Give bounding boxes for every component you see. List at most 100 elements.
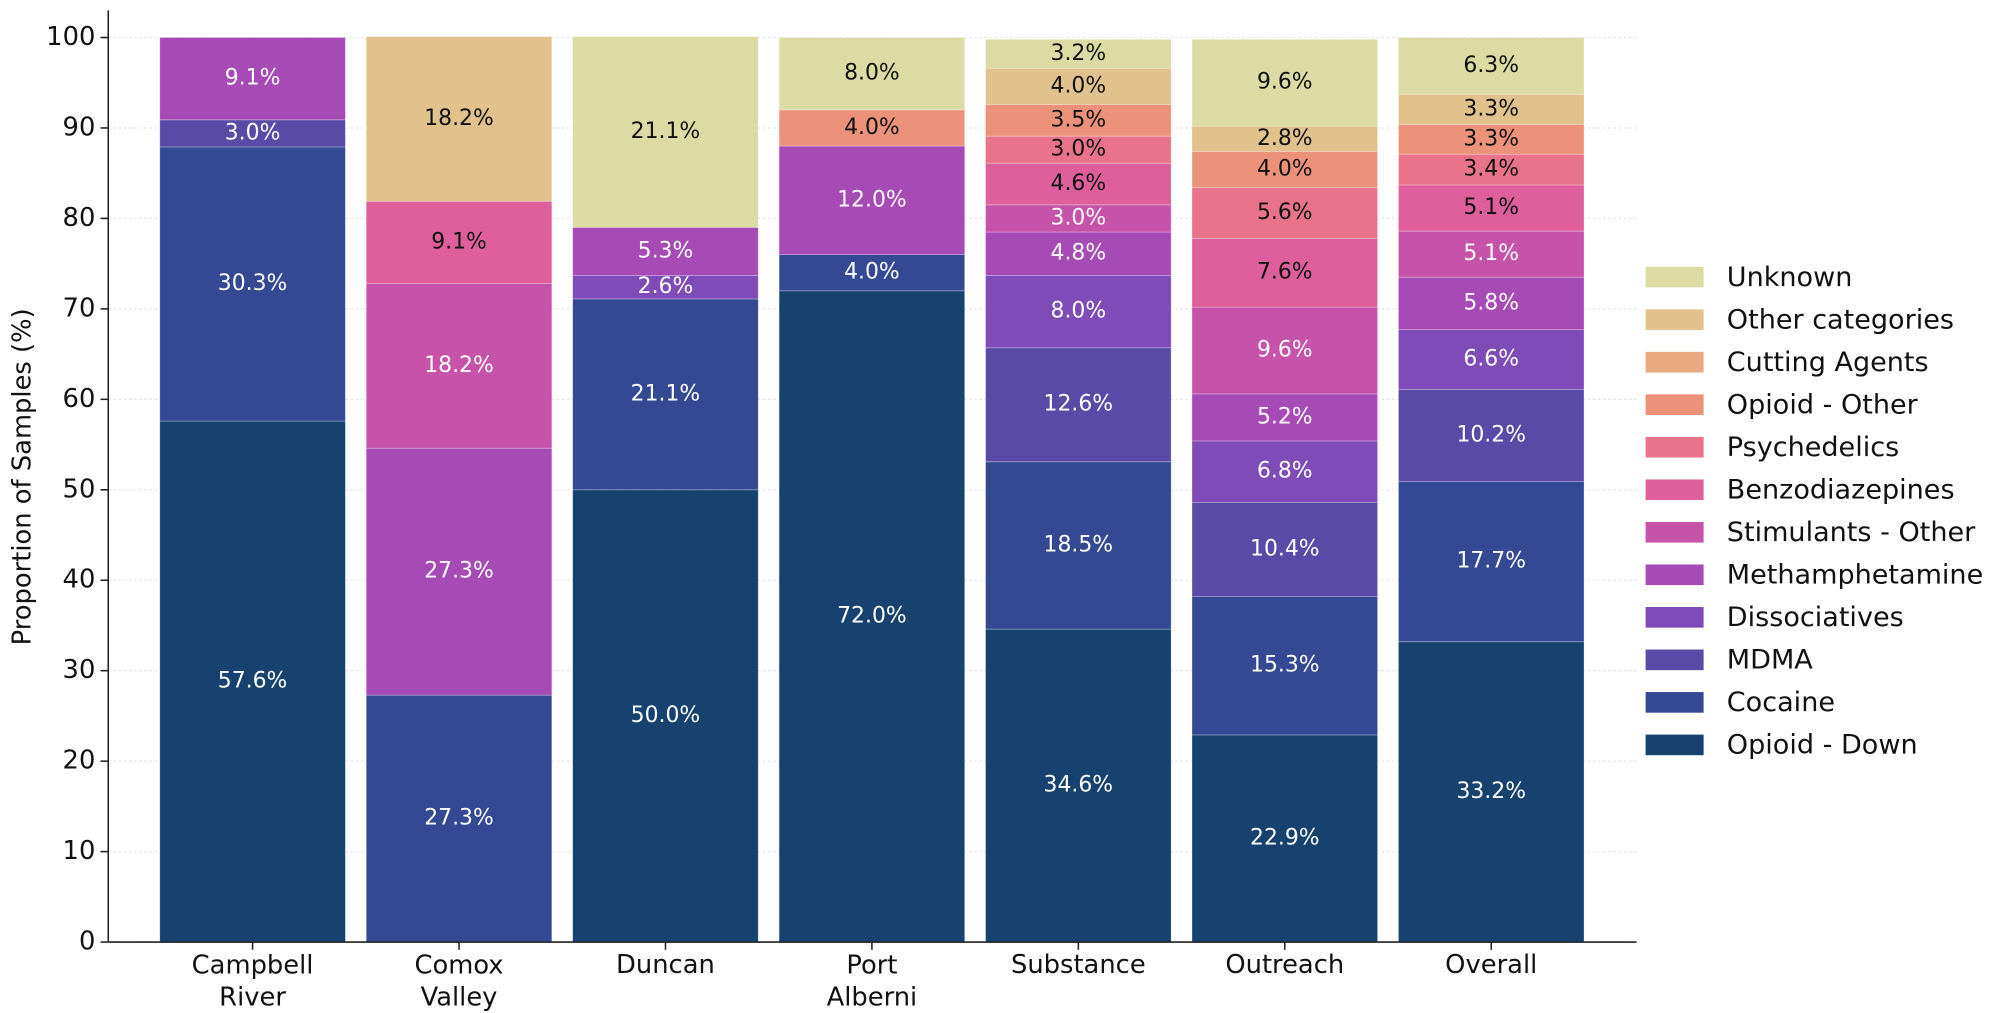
bar-segment (985, 135, 1172, 164)
bar-segment (1191, 125, 1378, 152)
segment-label: 50.0% (631, 703, 701, 728)
segment-label: 6.6% (1463, 347, 1519, 372)
segment-label: 6.3% (1463, 53, 1519, 78)
segment-label: 3.0% (1051, 137, 1107, 162)
bar-segment (1398, 153, 1585, 186)
bar-segment (365, 694, 553, 943)
segment-label: 4.0% (1257, 157, 1313, 182)
bar-segment (1191, 237, 1378, 308)
bar-segment (365, 200, 553, 284)
bar-segment (365, 447, 553, 696)
bar-segment (159, 119, 346, 148)
legend-swatch (1645, 521, 1704, 543)
y-tick-label: 60 (63, 384, 96, 414)
bar-segment (1398, 94, 1585, 125)
bar-segment (1398, 329, 1585, 390)
segment-label: 3.0% (225, 120, 281, 145)
x-tick-label: Overall (1445, 950, 1537, 980)
segment-label: 5.1% (1463, 195, 1519, 220)
legend-swatch (1645, 564, 1704, 586)
x-tick-label: Campbell River (192, 950, 314, 1012)
x-tick-label: Outreach (1225, 950, 1344, 980)
bar-segment (1191, 306, 1378, 395)
segment-label: 3.4% (1463, 157, 1519, 182)
bar-segment (985, 104, 1172, 137)
segment-label: 57.6% (218, 669, 288, 694)
segment-label: 9.1% (431, 229, 487, 254)
segment-label: 3.3% (1463, 126, 1519, 151)
segment-label: 18.2% (424, 353, 494, 378)
segment-label: 4.0% (844, 115, 900, 140)
segment-label: 3.5% (1051, 107, 1107, 132)
bar-segment (985, 38, 1172, 69)
segment-label: 12.0% (837, 187, 907, 212)
legend-swatch (1645, 309, 1704, 330)
segment-label: 3.3% (1463, 96, 1519, 121)
segment-label: 3.2% (1051, 41, 1107, 66)
legend-label: Methamphetamine (1727, 560, 1983, 591)
segment-label: 18.5% (1044, 532, 1114, 557)
bar-segment (1398, 276, 1585, 331)
segment-label: 5.2% (1257, 404, 1313, 429)
bar-segment (572, 227, 759, 276)
segment-label: 9.6% (1257, 337, 1313, 362)
legend-label: Opioid - Other (1727, 389, 1919, 420)
bar-segment (1191, 38, 1378, 127)
legend-swatch (1645, 692, 1704, 713)
segment-label: 5.6% (1257, 200, 1313, 225)
y-tick-label: 10 (63, 836, 96, 866)
segment-label: 27.3% (424, 806, 494, 831)
segment-label: 4.0% (1051, 73, 1107, 98)
legend-swatch (1645, 266, 1704, 288)
segment-label: 22.9% (1250, 825, 1320, 850)
y-tick-label: 30 (63, 655, 96, 685)
legend-swatch (1645, 394, 1704, 416)
legend-label: Cutting Agents (1727, 347, 1929, 378)
bar-segment (1191, 502, 1378, 597)
legend-label: Opioid - Down (1727, 730, 1918, 761)
segment-label: 72.0% (837, 603, 907, 628)
bar-segment (1191, 596, 1378, 736)
legend-label: Psychedelics (1727, 432, 1899, 463)
segment-label: 12.6% (1044, 392, 1114, 417)
legend-label: Unknown (1727, 262, 1853, 293)
y-tick-label: 90 (63, 112, 96, 142)
legend-swatch (1645, 436, 1704, 458)
legend-label: Other categories (1727, 304, 1954, 335)
bar-segment (985, 162, 1172, 206)
bar-segment (1398, 123, 1585, 155)
segment-label: 5.3% (638, 238, 694, 263)
segment-label: 33.2% (1456, 779, 1526, 804)
bar-segment (985, 231, 1172, 276)
legend-swatch (1645, 351, 1704, 373)
segment-label: 4.8% (1051, 241, 1107, 266)
segment-label: 2.8% (1257, 126, 1313, 151)
segment-label: 4.6% (1051, 171, 1107, 196)
bar-segment (1398, 37, 1585, 95)
x-tick-label: Port Alberni (827, 950, 918, 1012)
segment-label: 18.2% (424, 106, 494, 131)
bar-segment (572, 36, 759, 228)
segment-label: 9.1% (225, 66, 281, 91)
x-tick-label: Comox Valley (414, 950, 503, 1012)
bar-segment (985, 67, 1172, 105)
segment-label: 6.8% (1257, 459, 1313, 484)
y-tick-label: 100 (46, 22, 95, 52)
segment-label: 5.1% (1463, 241, 1519, 266)
bar-segment (365, 36, 553, 202)
legend-swatch (1645, 607, 1704, 628)
bar-segment (1398, 641, 1585, 943)
segment-label: 4.0% (844, 260, 900, 285)
bar-segment (1191, 393, 1378, 442)
bar-segment (572, 489, 759, 943)
bar-segment (1398, 388, 1585, 483)
segment-label: 21.1% (631, 381, 701, 406)
segment-label: 8.0% (1051, 299, 1107, 324)
bar-segment (1191, 734, 1378, 943)
x-tick-label: Substance (1011, 950, 1146, 980)
segment-label: 5.8% (1463, 290, 1519, 315)
segment-label: 3.0% (1051, 205, 1107, 230)
y-tick-label: 0 (79, 927, 95, 957)
